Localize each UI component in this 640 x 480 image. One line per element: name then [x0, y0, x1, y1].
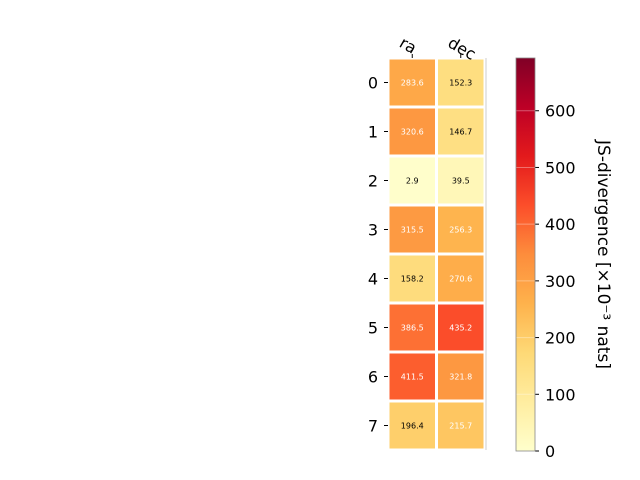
row-tick-label: 3: [368, 221, 378, 240]
cell-value-label: 256.3: [449, 226, 472, 235]
heatmap-cell: [389, 108, 435, 155]
heatmap-cell: [438, 206, 484, 253]
row-tick-label: 4: [368, 270, 378, 289]
cell-value-label: 2.9: [406, 177, 419, 186]
heatmap-cell: [438, 402, 484, 449]
cell-value-label: 152.3: [449, 79, 472, 88]
heatmap-cell: [389, 353, 435, 400]
heatmap-cell: [389, 304, 435, 351]
colorbar-frame: [515, 57, 536, 452]
cell-value-label: 321.8: [449, 373, 472, 382]
row-tick-label: 2: [368, 172, 378, 191]
cell-value-label: 435.2: [449, 324, 472, 333]
row-tick-label: 0: [368, 74, 378, 93]
colorbar-tick-label: 200: [545, 329, 576, 348]
heatmap-cell: [438, 59, 484, 106]
colorbar-tick-label: 500: [545, 158, 576, 177]
cell-value-label: 39.5: [452, 177, 470, 186]
heatmap-cell: [438, 108, 484, 155]
colorbar-tick-label: 0: [545, 442, 555, 461]
cell-value-label: 146.7: [449, 128, 472, 137]
heatmap-cell: [438, 353, 484, 400]
row-tick-label: 7: [368, 417, 378, 436]
cell-value-label: 320.6: [401, 128, 424, 137]
row-tick-label: 1: [368, 123, 378, 142]
cell-value-label: 386.5: [401, 324, 424, 333]
colorbar: 0 100 200 300 400 500 600 JS-divergence [×10⁻³ …: [515, 57, 613, 461]
cell-value-label: 315.5: [401, 226, 424, 235]
heatmap-cell: [389, 255, 435, 302]
heatmap-cell: [438, 304, 484, 351]
colorbar-tick-label: 300: [545, 272, 576, 291]
cell-value-label: 158.2: [401, 275, 424, 284]
colorbar-label: JS-divergence [×10⁻³ nats]: [593, 139, 613, 369]
colorbar-tick-label: 100: [545, 385, 576, 404]
row-tick-label: 6: [368, 368, 378, 387]
heatmap-cell: [389, 402, 435, 449]
heatmap-cell: [389, 157, 435, 204]
cell-value-label: 215.7: [449, 422, 472, 431]
heatmap-cell: [438, 255, 484, 302]
heatmap-cell: [438, 157, 484, 204]
heatmap-cell: [389, 59, 435, 106]
colorbar-tick-label: 400: [545, 215, 576, 234]
cell-value-label: 196.4: [401, 422, 424, 431]
cell-value-label: 283.6: [401, 79, 424, 88]
colorbar-tick-label: 600: [545, 102, 576, 121]
cell-value-label: 411.5: [401, 373, 424, 382]
column-tick-label: ra: [396, 33, 420, 58]
heatmap-grid: 283.6 152.3 320.6 146.7 2.9 39.5 315.5 256.3 158…: [389, 58, 487, 450]
cell-value-label: 270.6: [449, 275, 472, 284]
colorbar-gradient: [516, 58, 535, 451]
row-tick-label: 5: [368, 319, 378, 338]
column-tick-label: dec: [445, 33, 479, 64]
heatmap-cell: [389, 206, 435, 253]
